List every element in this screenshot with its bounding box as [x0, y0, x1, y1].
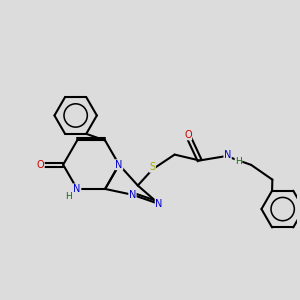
Text: N: N — [224, 150, 231, 160]
Text: H: H — [65, 192, 72, 201]
Text: O: O — [37, 160, 44, 170]
Text: N: N — [116, 160, 123, 170]
Text: H: H — [235, 157, 242, 166]
Text: N: N — [155, 199, 163, 209]
Text: N: N — [74, 184, 81, 194]
Text: O: O — [184, 130, 192, 140]
Text: N: N — [129, 190, 136, 200]
Text: S: S — [149, 162, 156, 172]
